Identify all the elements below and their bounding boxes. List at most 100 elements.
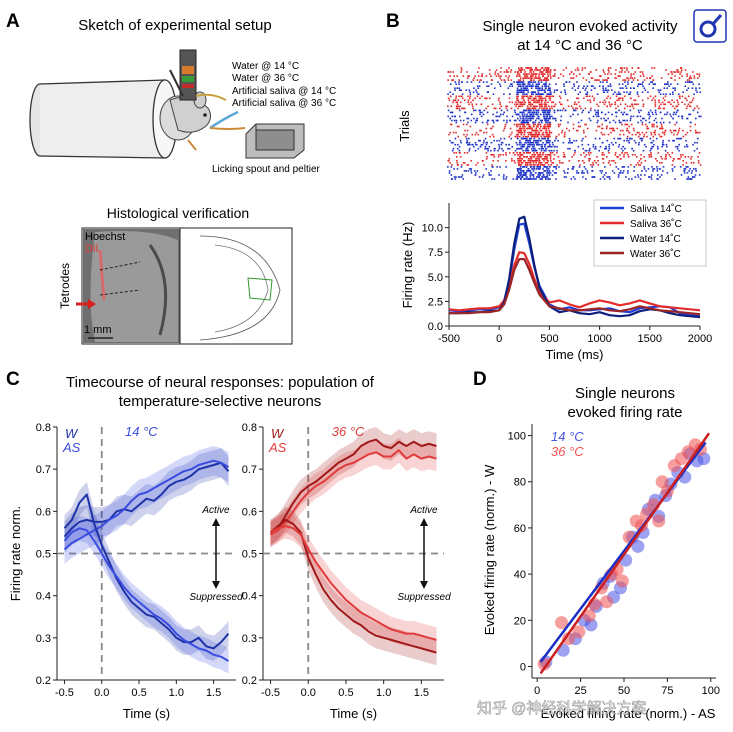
raster-spike xyxy=(691,87,694,89)
raster-spike xyxy=(511,115,514,118)
raster-spike xyxy=(646,77,648,79)
raster-spike xyxy=(527,99,530,102)
raster-spike xyxy=(468,141,471,144)
raster-spike xyxy=(558,160,561,162)
raster-spike xyxy=(447,97,450,100)
raster-spike xyxy=(499,101,501,104)
raster-spike xyxy=(538,133,541,136)
raster-spike xyxy=(517,99,519,102)
raster-spike xyxy=(540,125,542,128)
raster-spike xyxy=(526,127,529,130)
raster-spike xyxy=(650,154,652,156)
raster-spike xyxy=(530,141,533,144)
raster-spike xyxy=(547,160,549,162)
raster-spike xyxy=(457,164,459,166)
raster-spike xyxy=(517,129,519,132)
raster-spike xyxy=(532,117,534,120)
raster-spike xyxy=(609,97,612,100)
raster-spike xyxy=(528,101,530,104)
raster-spike xyxy=(514,109,516,112)
raster-spike xyxy=(532,160,535,162)
raster-spike xyxy=(530,87,533,89)
tc-sem-band xyxy=(270,513,437,653)
raster-spike xyxy=(650,174,653,176)
raster-spike xyxy=(452,147,455,150)
raster-spike xyxy=(517,81,520,83)
search-icon[interactable] xyxy=(693,9,727,43)
raster-spike xyxy=(519,129,522,132)
raster-spike xyxy=(543,113,545,116)
raster-spike xyxy=(453,168,455,170)
raster-spike xyxy=(626,123,629,126)
raster-spike xyxy=(637,121,639,124)
raster-spike xyxy=(549,71,552,73)
raster-spike xyxy=(551,101,553,104)
raster-spike xyxy=(697,77,699,79)
raster-spike xyxy=(531,135,534,138)
raster-spike xyxy=(513,103,516,106)
raster-spike xyxy=(537,111,540,114)
raster-spike xyxy=(530,95,533,98)
raster-spike xyxy=(618,137,621,140)
raster-spike xyxy=(520,160,522,162)
raster-spike xyxy=(475,131,478,134)
raster-spike xyxy=(521,145,523,148)
raster-spike xyxy=(485,158,488,160)
raster-spike xyxy=(642,103,645,106)
raster-spike xyxy=(518,73,521,75)
raster-spike xyxy=(520,147,523,150)
raster-spike xyxy=(459,109,461,112)
raster-spike xyxy=(654,129,657,132)
raster-spike xyxy=(553,154,556,156)
raster-spike xyxy=(471,143,473,146)
panel-b-title-2: at 14 °C and 36 °C xyxy=(517,37,643,54)
tc-y-tick-label: 0.7 xyxy=(36,464,51,476)
raster-spike xyxy=(614,162,617,164)
raster-spike xyxy=(519,111,521,114)
raster-spike xyxy=(466,71,468,73)
raster-spike xyxy=(694,123,697,126)
raster-spike xyxy=(488,97,491,100)
raster-spike xyxy=(455,101,458,104)
raster-spike xyxy=(697,107,700,110)
raster-spike xyxy=(461,176,463,178)
raster-spike xyxy=(540,101,543,104)
raster-spike xyxy=(538,121,540,124)
raster-spike xyxy=(626,127,629,130)
raster-spike xyxy=(539,160,541,162)
raster-spike xyxy=(676,69,678,71)
raster-spike xyxy=(471,105,474,108)
raster-spike xyxy=(516,168,519,170)
raster-spike xyxy=(508,75,511,77)
raster-spike xyxy=(485,127,488,130)
tc-x-label: Time (s) xyxy=(330,706,377,721)
raster-spike xyxy=(628,178,630,180)
raster-spike xyxy=(531,83,534,85)
raster-spike xyxy=(574,152,576,154)
raster-spike xyxy=(518,164,521,166)
raster-spike xyxy=(545,121,547,124)
tetrodes-label: Tetrodes xyxy=(58,263,72,309)
raster-spike xyxy=(563,154,566,156)
raster-spike xyxy=(520,168,522,170)
raster-spike xyxy=(588,117,591,120)
raster-spike xyxy=(586,127,589,130)
raster-spike xyxy=(588,154,591,156)
raster-spike xyxy=(485,143,488,146)
raster-spike xyxy=(522,93,524,95)
raster-spike xyxy=(530,79,532,81)
raster-spike xyxy=(549,125,551,128)
raster-spike xyxy=(587,111,590,114)
raster-spike xyxy=(699,164,702,166)
raster-spike xyxy=(498,145,501,148)
raster-spike xyxy=(691,99,694,102)
raster-spike xyxy=(582,176,584,178)
raster-spike xyxy=(525,174,527,176)
raster-spike xyxy=(651,125,654,128)
raster-spike xyxy=(523,131,526,134)
raster-spike xyxy=(501,147,503,150)
scatter-y-tick-label: 40 xyxy=(514,569,526,581)
raster-spike xyxy=(524,172,526,174)
raster-spike xyxy=(490,174,492,176)
raster-spike xyxy=(674,71,677,73)
